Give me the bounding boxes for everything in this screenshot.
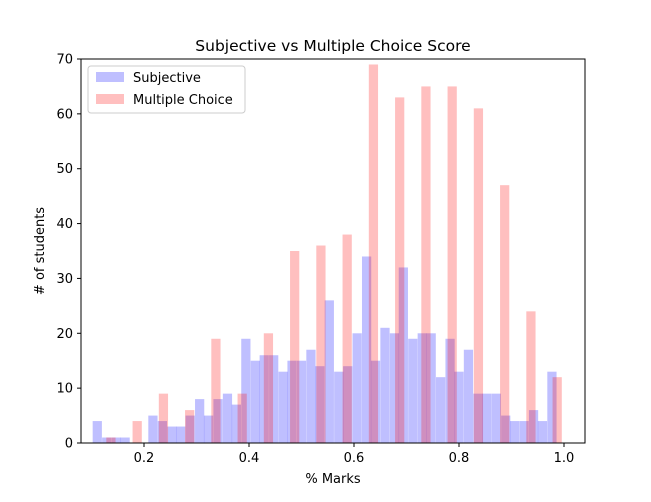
bar-subjective — [408, 338, 418, 443]
bar-subjective — [306, 349, 316, 443]
bar-multiple-choice — [158, 393, 169, 443]
bar-subjective — [463, 349, 474, 443]
bar-subjective — [445, 338, 455, 443]
bar-multiple-choice — [211, 338, 221, 443]
bar-subjective — [176, 426, 186, 443]
bar-subjective — [537, 421, 548, 443]
bar-subjective — [250, 360, 260, 443]
x-tick-label: 0.2 — [134, 451, 155, 466]
bar-subjective — [352, 333, 362, 443]
x-tick-label: 0.8 — [449, 451, 470, 466]
legend-swatch-subjective — [96, 72, 124, 82]
plot-frame — [80, 58, 586, 444]
bar-subjective — [380, 327, 390, 443]
bar-multiple-choice — [237, 393, 247, 443]
bar-subjective — [510, 421, 520, 443]
bar-multiple-choice — [316, 245, 326, 443]
bar-subjective — [473, 393, 483, 443]
y-tick-label: 60 — [56, 107, 73, 122]
bar-subjective — [491, 393, 501, 443]
bar-subjective — [482, 393, 492, 443]
bar-multiple-choice — [290, 251, 300, 443]
bar-subjective — [361, 256, 372, 443]
bar-subjective — [120, 437, 130, 443]
bar-multiple-choice — [552, 377, 562, 443]
bar-multiple-choice — [368, 64, 379, 444]
bar-subjective — [436, 377, 446, 443]
bar-subjective — [203, 415, 214, 443]
y-tick-label: 0 — [65, 437, 73, 452]
bar-subjective — [528, 410, 539, 443]
bar-multiple-choice — [447, 86, 457, 444]
legend-frame — [87, 65, 246, 114]
legend-label-subjective: Subjective — [133, 71, 201, 86]
bar-subjective — [269, 355, 279, 443]
chart-title: Subjective vs Multiple Choice Score — [195, 37, 470, 55]
x-tick-label: 1.0 — [554, 451, 575, 466]
bar-subjective — [259, 355, 269, 443]
bar-multiple-choice — [395, 97, 405, 444]
bar-subjective — [370, 360, 381, 443]
bar-multiple-choice — [185, 410, 195, 443]
bar-subjective — [324, 300, 334, 443]
bar-subjective — [343, 366, 353, 443]
x-tick-label: 0.4 — [239, 451, 260, 466]
bar-subjective — [296, 360, 307, 443]
bar-multiple-choice — [263, 333, 274, 443]
bar-subjective — [222, 393, 233, 443]
legend-label-multiple-choice: Multiple Choice — [133, 93, 233, 108]
bar-subjective — [195, 399, 205, 443]
x-tick-label: 0.6 — [344, 451, 365, 466]
bar-multiple-choice — [132, 421, 142, 443]
y-axis-title: # of students — [33, 207, 48, 295]
x-axis-ticks: 0.2 0.4 0.6 0.8 1.0 — [134, 443, 575, 466]
bar-subjective — [501, 415, 511, 443]
bar-multiple-choice — [526, 311, 536, 443]
legend-swatch-multiple-choice — [96, 94, 124, 104]
bar-subjective — [213, 399, 223, 443]
bar-subjective — [389, 333, 400, 443]
bar-subjective — [241, 338, 251, 443]
bar-subjective — [278, 371, 288, 443]
y-tick-label: 20 — [56, 327, 73, 342]
bar-subjective — [417, 333, 427, 443]
bar-multiple-choice — [106, 437, 116, 443]
bar-subjective — [185, 415, 195, 443]
bar-subjective — [231, 404, 242, 443]
bars-layer — [92, 64, 562, 444]
y-tick-label: 30 — [56, 272, 73, 287]
bar-subjective — [454, 371, 464, 443]
y-tick-label: 10 — [56, 382, 73, 397]
bar-subjective — [398, 267, 408, 443]
bar-subjective — [102, 437, 112, 443]
y-tick-label: 40 — [56, 217, 73, 232]
y-axis-ticks: 0 10 20 30 40 50 60 70 — [56, 53, 81, 452]
bar-subjective — [519, 421, 529, 443]
bar-multiple-choice — [421, 86, 431, 444]
bar-subjective — [111, 437, 121, 443]
bar-subjective — [547, 371, 557, 443]
bar-multiple-choice — [342, 234, 352, 443]
bar-multiple-choice — [473, 108, 484, 444]
bar-subjective — [426, 333, 436, 443]
bar-subjective — [334, 371, 344, 443]
bar-subjective — [315, 366, 325, 443]
x-axis-title: % Marks — [305, 472, 361, 487]
bar-subjective — [167, 426, 177, 443]
y-tick-label: 70 — [56, 53, 73, 68]
bar-subjective — [92, 421, 102, 443]
bar-subjective — [148, 415, 158, 443]
bar-subjective — [287, 360, 297, 443]
y-tick-label: 50 — [56, 162, 73, 177]
bar-multiple-choice — [500, 185, 510, 444]
legend: Subjective Multiple Choice — [87, 65, 246, 114]
bar-subjective — [157, 421, 167, 443]
